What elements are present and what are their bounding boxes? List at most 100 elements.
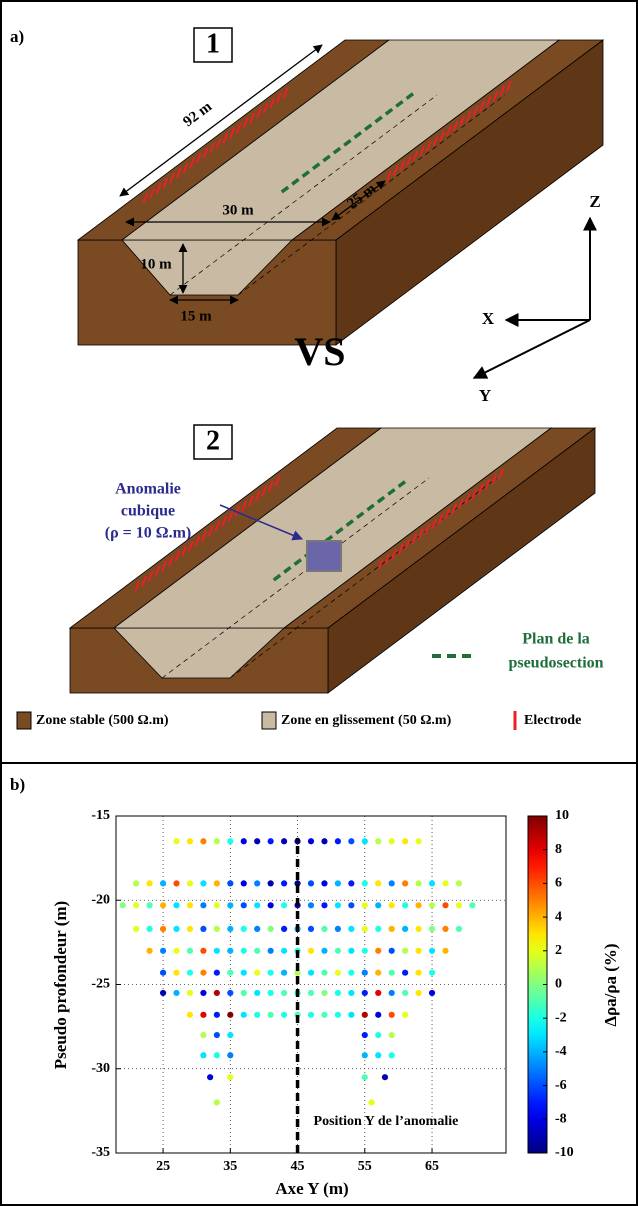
point [213,1011,220,1018]
colorbar-tick-label: -2 [555,1010,567,1025]
point [307,925,315,932]
point [294,969,301,976]
point [186,880,194,887]
point [146,947,153,954]
point [361,969,368,976]
electrode [221,515,228,527]
point [254,969,261,976]
point [200,902,207,909]
electrode [147,570,154,582]
point [240,838,247,845]
point [334,902,341,909]
point [321,880,328,887]
electrode [417,528,424,540]
electrode [377,558,384,570]
point [375,925,382,932]
point [402,969,409,976]
point [402,902,409,909]
point [388,969,395,976]
point [402,1011,409,1018]
point [213,989,220,997]
electrode [391,548,398,560]
axis-name: X [482,309,495,328]
point [321,1011,328,1018]
point [381,1074,389,1081]
point [200,969,207,976]
point [388,1031,395,1039]
point [348,838,355,845]
point [227,838,234,845]
point [159,989,167,997]
point [307,969,315,976]
point [334,969,341,976]
colorbar-tick-label: -10 [555,1145,574,1160]
point [361,1074,368,1081]
colorbar-tick-label: 6 [555,876,562,891]
point [307,902,315,909]
electrode [274,475,281,487]
legend-label: Zone en glissement (50 Ω.m) [281,713,452,728]
y-tick-label: -25 [91,977,110,992]
point [159,902,167,909]
point [334,947,341,954]
point [267,902,274,909]
point [361,880,368,887]
colorbar-tick-label: 8 [555,842,562,857]
point [227,1074,234,1081]
point [254,989,261,997]
y-tick-label: -30 [91,1061,110,1076]
electrode [154,565,161,577]
point [428,925,436,932]
x-tick-label: 35 [223,1159,237,1174]
point [388,925,395,932]
point [281,902,288,909]
point [388,1052,395,1059]
point [334,880,341,887]
electrode [445,125,452,137]
point [200,925,207,932]
electrode [419,145,426,157]
electrode [267,480,274,492]
point [267,969,274,976]
point [200,947,207,954]
electrode [452,120,459,132]
point [200,1011,207,1018]
colorbar-tick-label: -4 [555,1044,567,1059]
point [321,902,328,909]
point [186,902,194,909]
trench-top [112,427,553,629]
point [442,880,449,887]
point [455,902,463,909]
point [240,902,247,909]
point [281,925,288,932]
point [334,925,341,932]
point [227,1031,234,1039]
point [159,880,167,887]
legend-swatch [16,711,32,730]
dim-arrow [331,180,386,221]
point [428,902,436,909]
electrode [247,495,254,507]
point [213,838,220,845]
point [133,902,140,909]
point [455,925,463,932]
point [254,947,261,954]
point [186,989,194,997]
point [200,1052,207,1059]
point [375,947,382,954]
point [402,838,409,845]
point [213,947,220,954]
point [388,989,395,997]
electrode [404,538,411,550]
point [375,838,382,845]
point [307,838,315,845]
electrode [425,140,432,152]
hidden-edge [229,477,498,679]
point [415,838,422,845]
electrode [384,553,391,565]
y-axis-label: Pseudo profondeur (m) [51,901,70,1069]
panel-label: a) [10,27,24,46]
point [348,880,355,887]
point [281,969,288,976]
